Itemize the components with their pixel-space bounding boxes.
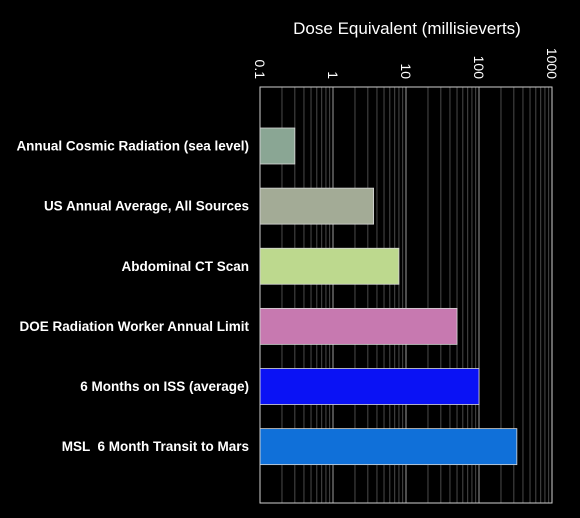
category-label: Abdominal CT Scan bbox=[121, 259, 249, 274]
bars bbox=[259, 127, 518, 466]
bar bbox=[259, 307, 458, 345]
x-tick-label: 100 bbox=[471, 56, 487, 80]
bar bbox=[259, 428, 518, 466]
x-tick-label: 1000 bbox=[544, 48, 560, 79]
category-label: US Annual Average, All Sources bbox=[44, 199, 249, 214]
category-label: Annual Cosmic Radiation (sea level) bbox=[16, 139, 249, 154]
x-tick-label: 10 bbox=[398, 63, 414, 79]
plot-frame bbox=[259, 86, 553, 504]
category-label: 6 Months on ISS (average) bbox=[80, 379, 249, 394]
category-labels: Annual Cosmic Radiation (sea level) US An… bbox=[16, 139, 249, 455]
category-label: DOE Radiation Worker Annual Limit bbox=[19, 319, 249, 334]
bar bbox=[259, 187, 375, 225]
x-axis-title: Dose Equivalent (millisieverts) bbox=[293, 19, 521, 38]
bar bbox=[259, 368, 480, 405]
x-tick-label: 0.1 bbox=[252, 60, 268, 80]
bar bbox=[259, 247, 400, 285]
category-label: MSL 6 Month Transit to Mars bbox=[62, 439, 249, 454]
x-tick-labels: 0.1 1 10 100 1000 bbox=[252, 48, 560, 79]
x-tick-label: 1 bbox=[325, 71, 341, 79]
bar bbox=[259, 127, 296, 165]
